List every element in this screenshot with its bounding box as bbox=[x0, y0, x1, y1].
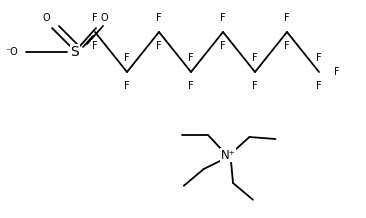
Text: F: F bbox=[220, 13, 226, 23]
Text: F: F bbox=[316, 81, 322, 91]
Text: O: O bbox=[100, 13, 108, 23]
Text: ⁻O: ⁻O bbox=[5, 47, 18, 57]
Text: F: F bbox=[252, 53, 258, 63]
Text: N⁺: N⁺ bbox=[221, 148, 235, 162]
Text: F: F bbox=[284, 13, 290, 23]
Text: F: F bbox=[92, 41, 98, 51]
Text: F: F bbox=[188, 81, 194, 91]
Text: F: F bbox=[252, 81, 258, 91]
Text: S: S bbox=[71, 45, 79, 59]
Text: F: F bbox=[284, 41, 290, 51]
Text: F: F bbox=[124, 53, 130, 63]
Text: F: F bbox=[316, 53, 322, 63]
Text: F: F bbox=[188, 53, 194, 63]
Text: F: F bbox=[92, 13, 98, 23]
Text: F: F bbox=[334, 67, 340, 77]
Text: F: F bbox=[156, 41, 162, 51]
Text: F: F bbox=[156, 13, 162, 23]
Text: F: F bbox=[220, 41, 226, 51]
Text: O: O bbox=[42, 13, 50, 23]
Text: F: F bbox=[124, 81, 130, 91]
